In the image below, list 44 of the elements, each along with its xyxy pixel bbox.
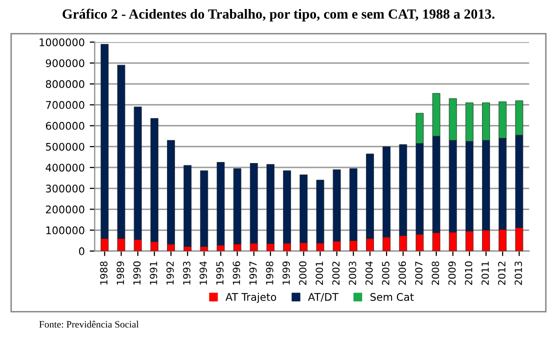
x-tick-label: 2011 (482, 262, 489, 285)
legend-label: AT/DT (308, 293, 339, 302)
x-tick-label: 2008 (432, 261, 440, 285)
x-tick-label: 1996 (232, 261, 240, 284)
y-tick-label: 0 (79, 247, 84, 256)
y-tick-label: 800000 (46, 80, 84, 88)
y-tick-label: 200000 (46, 206, 84, 214)
x-tick-label: 1994 (200, 261, 207, 284)
x-tick-label: 2006 (398, 261, 406, 285)
y-tick-label: 600000 (46, 122, 84, 130)
x-tick-label: 2013 (514, 262, 522, 285)
x-tick-label: 2002 (332, 262, 340, 285)
x-tick-label: 2004 (365, 261, 373, 285)
bar (184, 165, 192, 247)
bar (200, 170, 208, 247)
legend-label: AT Trajeto (226, 292, 276, 303)
x-tick-label: 2003 (348, 262, 356, 285)
x-tick-label: 1998 (266, 261, 274, 284)
x-tick-label: 1992 (166, 262, 174, 284)
x-tick-label: 1989 (116, 261, 124, 284)
source-note: Fonte: Previdência Social (39, 320, 139, 328)
x-tick-label: 1999 (282, 261, 290, 284)
y-tick-label: 100000 (46, 226, 84, 234)
y-tick-label: 500000 (46, 142, 84, 151)
x-tick-label: 2009 (448, 261, 456, 285)
y-tick-label: 1000000 (40, 38, 84, 46)
legend-label: Sem Cat (370, 293, 414, 301)
x-tick-label: 1988 (100, 261, 108, 284)
x-tick-label: 2005 (382, 262, 390, 285)
chart-title: Gráfico 2 - Acidentes do Trabalho, por tipo, com e sem CAT, 1988 a 2013. (62, 8, 494, 22)
x-tick-label: 1993 (183, 262, 190, 284)
x-tick-label: 2000 (299, 261, 306, 285)
y-tick-label: 400000 (46, 164, 84, 172)
y-tick-label: 700000 (46, 101, 84, 109)
x-tick-label: 1995 (216, 262, 224, 284)
x-tick-label: 1990 (133, 261, 141, 284)
x-tick-label: 2007 (415, 262, 423, 285)
x-tick-label: 1997 (249, 262, 257, 284)
x-tick-label: 2012 (498, 262, 506, 285)
x-tick-label: 2001 (316, 262, 324, 285)
y-tick-label: 300000 (46, 184, 84, 192)
x-tick-label: 2010 (464, 261, 472, 285)
y-tick-label: 900000 (46, 59, 84, 68)
x-tick-label: 1991 (150, 262, 158, 284)
